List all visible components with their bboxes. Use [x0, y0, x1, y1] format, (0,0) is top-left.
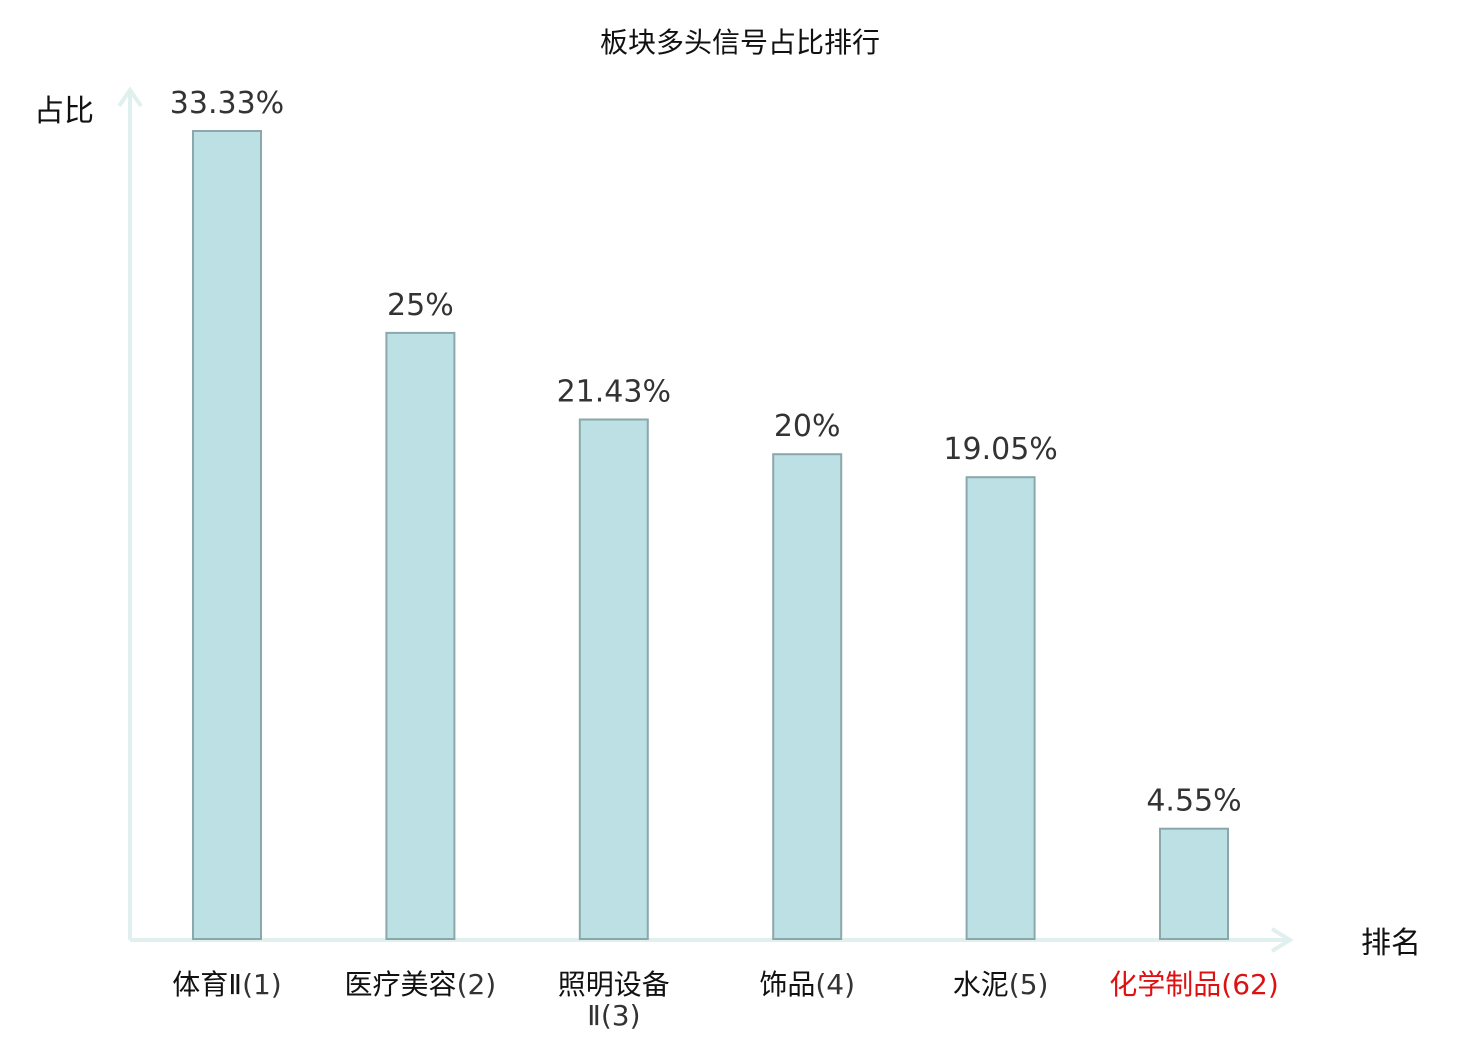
value-labels-group: 33.33% 25% 21.43% 20% 19.05% 4.55%	[170, 86, 1242, 819]
bar-1	[192, 130, 262, 940]
value-label-3: 21.43%	[557, 375, 671, 410]
category-name: 化学制品	[1109, 968, 1221, 1001]
category-rank: (62)	[1221, 968, 1278, 1001]
chart-title: 板块多头信号占比排行	[600, 26, 880, 59]
x-axis-title: 排名	[1361, 926, 1421, 961]
value-label-1: 33.33%	[170, 86, 284, 121]
category-rank: (4)	[815, 968, 855, 1001]
axes	[117, 86, 1294, 953]
bar-3	[578, 418, 649, 940]
category-label-3-line2: Ⅱ(3)	[587, 999, 640, 1032]
bar-6	[1159, 827, 1229, 941]
y-axis-title: 占比	[34, 94, 94, 129]
value-label-5: 19.05%	[943, 432, 1057, 467]
category-name: 饰品	[759, 968, 815, 1001]
category-label-3: 照明设备	[558, 968, 670, 1001]
value-label-4: 20%	[774, 409, 841, 444]
category-rank: (5)	[1009, 968, 1049, 1001]
category-rank: (1)	[242, 968, 282, 1001]
category-label-4: 饰品(4)	[759, 968, 855, 1001]
category-name: 体育Ⅱ	[172, 968, 242, 1001]
category-label-6: 化学制品(62)	[1109, 968, 1279, 1001]
value-label-6: 4.55%	[1146, 784, 1241, 819]
category-label-1: 体育Ⅱ(1)	[172, 968, 281, 1001]
bar-2	[385, 331, 456, 940]
bars-group	[192, 130, 1229, 941]
category-name: 水泥	[953, 968, 1009, 1001]
category-name: 医疗美容	[345, 968, 457, 1001]
category-label-5: 水泥(5)	[953, 968, 1049, 1001]
category-rank: (2)	[457, 968, 497, 1001]
bar-5	[965, 476, 1036, 940]
y-axis-arrow	[117, 86, 143, 108]
bar-4	[772, 453, 843, 940]
value-label-2: 25%	[387, 288, 454, 323]
x-axis-arrow	[1270, 927, 1294, 953]
category-label-2: 医疗美容(2)	[345, 968, 497, 1001]
